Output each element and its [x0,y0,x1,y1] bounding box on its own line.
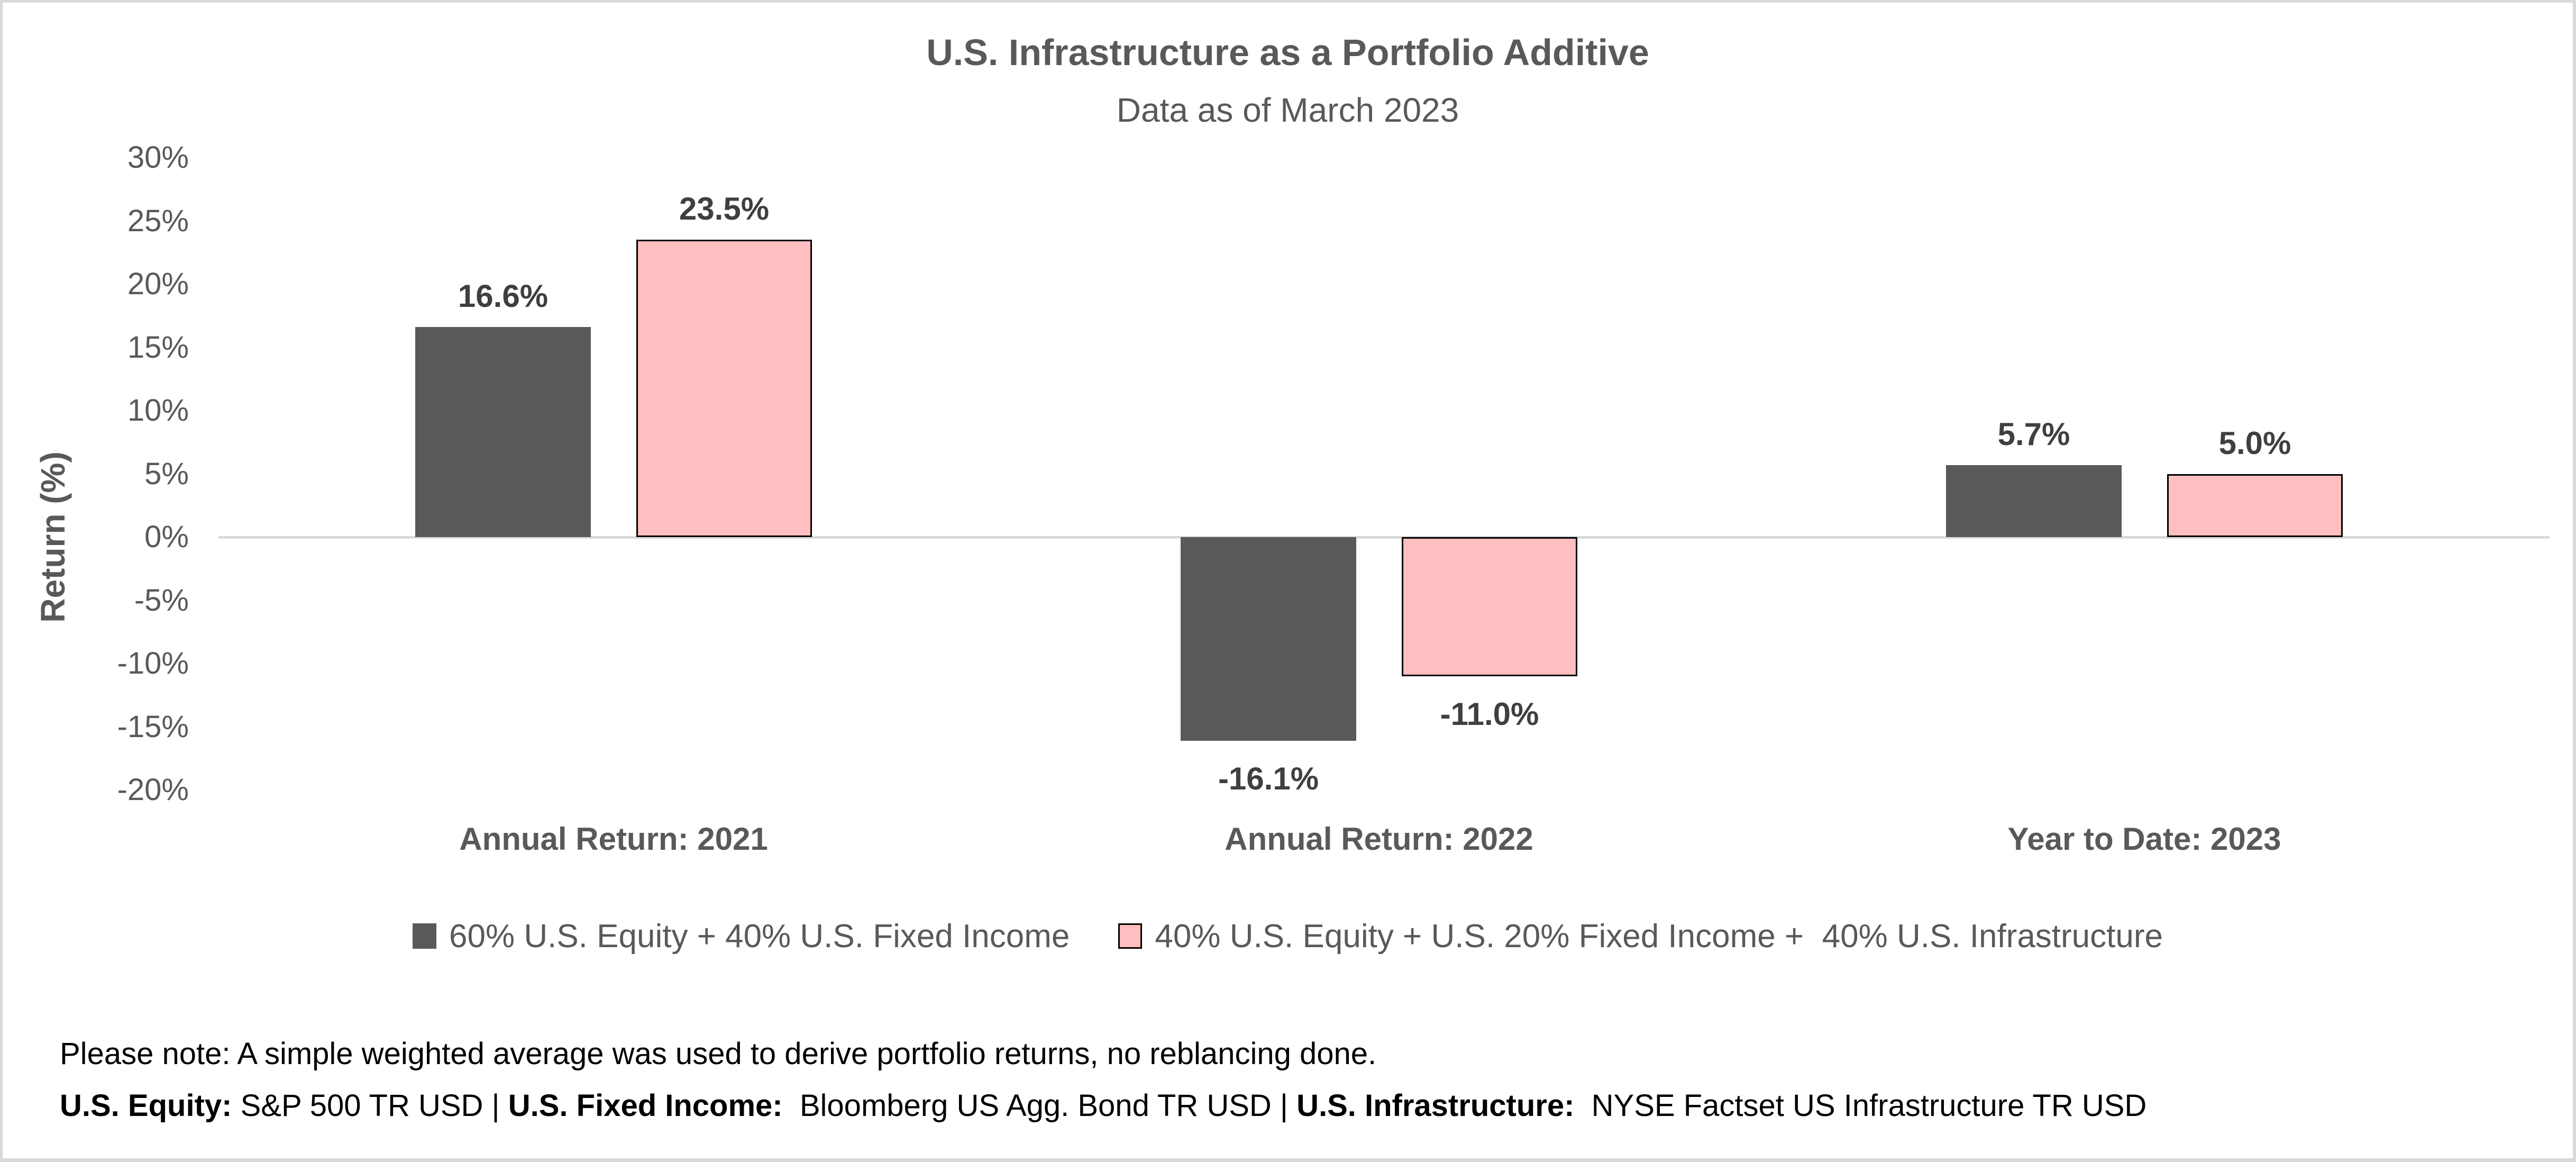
bar-portfolio-infrastructure [1402,537,1577,676]
footnote-text: Bloomberg US Agg. Bond TR USD | [782,1088,1297,1123]
y-tick-label: -5% [134,583,189,618]
legend-label: 40% U.S. Equity + U.S. 20% Fixed Income … [1155,918,2163,955]
footnote-line-2: U.S. Equity: S&P 500 TR USD | U.S. Fixed… [60,1087,2546,1124]
value-label: 23.5% [679,191,770,227]
footnote-line-1: Please note: A simple weighted average w… [60,1037,1377,1071]
zero-axis-line [218,536,2550,539]
value-label: -16.1% [1218,760,1319,796]
category-label: Year to Date: 2023 [2007,821,2281,857]
y-tick-label: 15% [127,330,189,365]
value-label: 5.7% [1997,416,2070,452]
value-label: 5.0% [2218,425,2291,461]
bar-portfolio-infrastructure [636,240,812,537]
category-label: Annual Return: 2022 [1225,821,1533,857]
bar-portfolio-6040 [415,327,591,537]
legend-swatch-icon [413,923,436,949]
footnote-text: S&P 500 TR USD | [232,1088,508,1123]
legend-label: 60% U.S. Equity + 40% U.S. Fixed Income [449,918,1070,955]
legend-swatch-icon [1118,923,1143,949]
legend-item: 60% U.S. Equity + 40% U.S. Fixed Income [413,918,1070,955]
bar-portfolio-6040 [1946,465,2122,537]
chart-title: U.S. Infrastructure as a Portfolio Addit… [926,32,1649,73]
chart-subtitle: Data as of March 2023 [1116,91,1459,129]
footnote-term: U.S. Fixed Income: [508,1088,783,1123]
bar-portfolio-6040 [1181,537,1356,741]
legend-item: 40% U.S. Equity + U.S. 20% Fixed Income … [1118,918,2163,955]
legend: 60% U.S. Equity + 40% U.S. Fixed Income 4… [3,907,2573,965]
bar-portfolio-infrastructure [2167,474,2343,537]
footnote-term: U.S. Infrastructure: [1296,1088,1575,1123]
y-tick-label: 0% [144,520,189,554]
footnote-text: NYSE Factset US Infrastructure TR USD [1574,1088,2147,1123]
y-tick-label: -10% [117,646,189,680]
value-label: -11.0% [1440,696,1539,732]
y-tick-label: 5% [144,456,189,491]
footnote-term: U.S. Equity: [60,1088,232,1123]
y-tick-label: 10% [127,393,189,428]
y-tick-label: -15% [117,709,189,744]
y-tick-label: 20% [127,267,189,301]
y-tick-label: -20% [117,773,189,807]
category-label: Annual Return: 2021 [459,821,768,857]
value-label: 16.6% [458,278,549,314]
y-tick-label: 25% [127,203,189,238]
y-tick-label: 30% [127,140,189,175]
